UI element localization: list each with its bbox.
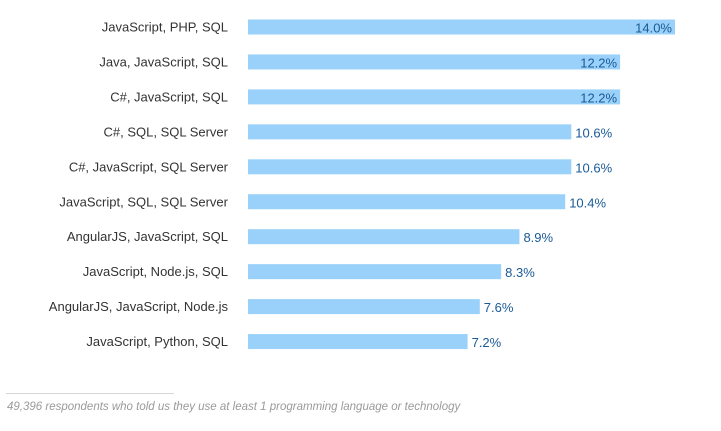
value-label: 10.6% [575,125,612,140]
bar-chart: JavaScript, PHP, SQL 14.0% Java, JavaScrip… [49,19,675,350]
value-label: 10.6% [575,160,612,175]
value-label: 7.2% [472,335,502,350]
category-label: AngularJS, JavaScript, SQL [67,229,228,244]
bar [248,54,621,70]
category-label: AngularJS, JavaScript, Node.js [49,299,229,314]
category-label: JavaScript, PHP, SQL [102,20,228,35]
category-label: C#, SQL, SQL Server [103,124,228,139]
bar [248,124,572,140]
category-label: JavaScript, Node.js, SQL [83,264,228,279]
bar [248,229,520,245]
value-label: 12.2% [580,90,617,105]
category-label: JavaScript, Python, SQL [86,334,228,349]
bar [248,194,566,210]
value-label: 10.4% [569,195,606,210]
value-label: 14.0% [635,21,672,36]
category-label: JavaScript, SQL, SQL Server [59,194,228,209]
bar [248,159,572,175]
bar [248,264,502,280]
value-label: 8.9% [523,230,553,245]
footnote: 49,396 respondents who told us they use … [7,401,461,413]
bar [248,89,621,105]
category-label: Java, JavaScript, SQL [99,54,228,69]
footnote-divider [6,393,174,394]
value-label: 7.6% [484,300,514,315]
value-label: 12.2% [580,55,617,70]
bar [248,334,468,350]
value-label: 8.3% [505,265,535,280]
bar [248,19,675,35]
bar [248,299,480,315]
category-label: C#, JavaScript, SQL Server [69,159,229,174]
category-label: C#, JavaScript, SQL [110,89,228,104]
